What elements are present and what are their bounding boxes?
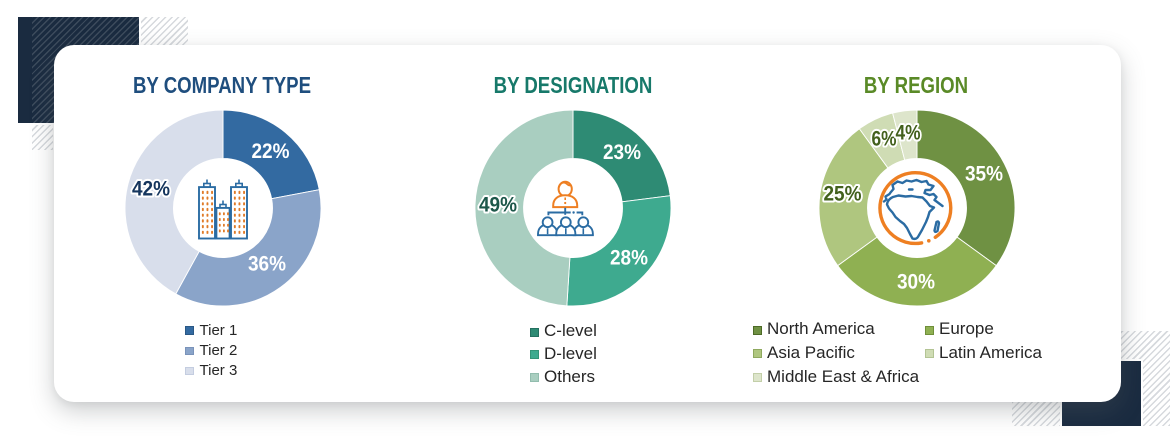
svg-text:25%: 25% bbox=[823, 183, 861, 206]
svg-text:30%: 30% bbox=[897, 271, 935, 294]
svg-text:36%: 36% bbox=[248, 253, 286, 276]
svg-text:28%: 28% bbox=[610, 247, 648, 270]
svg-text:22%: 22% bbox=[252, 140, 290, 163]
svg-text:4%: 4% bbox=[895, 122, 920, 145]
svg-text:35%: 35% bbox=[965, 163, 1003, 186]
svg-text:42%: 42% bbox=[132, 178, 170, 201]
svg-text:49%: 49% bbox=[479, 194, 517, 217]
svg-text:6%: 6% bbox=[871, 128, 896, 151]
svg-text:23%: 23% bbox=[603, 141, 641, 164]
